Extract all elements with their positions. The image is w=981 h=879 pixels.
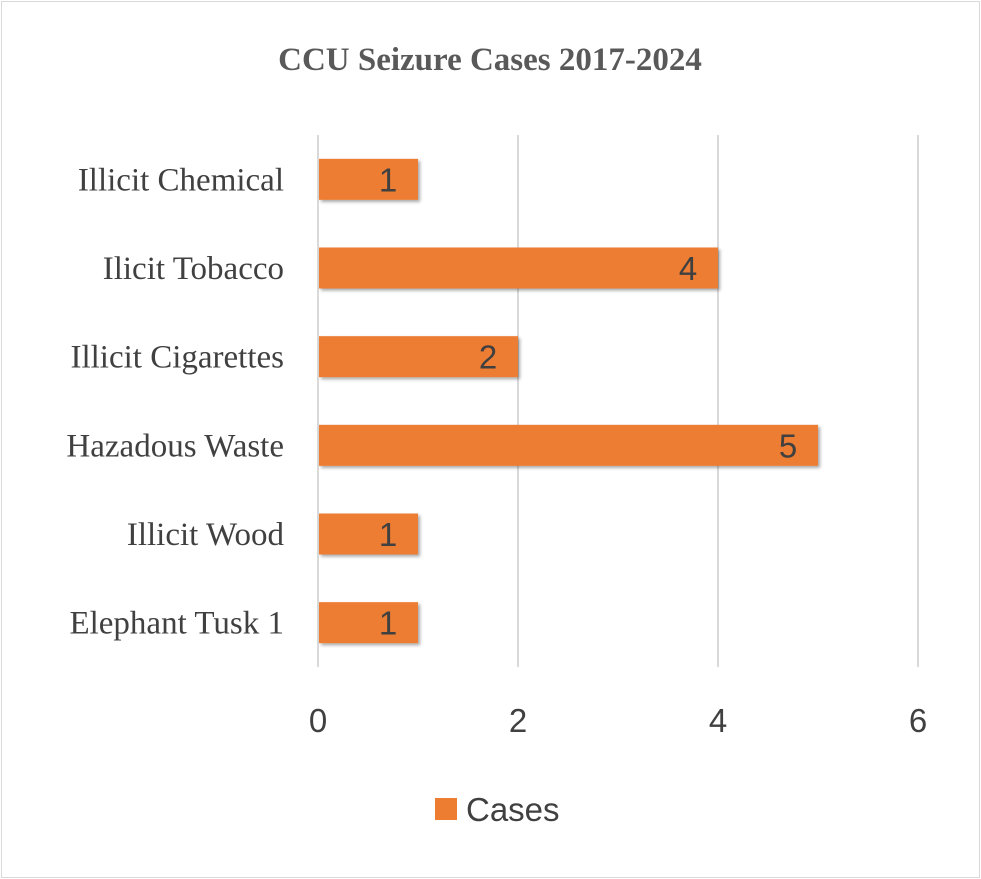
- x-tick-labels: 0 2 4 6: [309, 702, 927, 739]
- data-label-illicit-wood: 1: [379, 516, 397, 553]
- data-label-hazadous-waste: 5: [779, 427, 797, 464]
- legend-label: Cases: [466, 791, 560, 828]
- data-label-elephant-tusk-1: 1: [379, 605, 397, 642]
- category-label-elephant-tusk-1: Elephant Tusk 1: [69, 606, 284, 642]
- x-tick-label-4: 4: [709, 702, 727, 739]
- category-labels: Illicit Chemical Ilicit Tobacco Illicit Ci…: [66, 162, 284, 641]
- data-label-illicit-cigarettes: 2: [479, 339, 497, 376]
- x-tick-label-0: 0: [309, 702, 327, 739]
- data-label-ilicit-tobacco: 4: [679, 250, 697, 287]
- bar-ilicit-tobacco: [319, 247, 718, 289]
- category-label-hazadous-waste: Hazadous Waste: [66, 428, 284, 464]
- legend: Cases: [435, 791, 560, 828]
- bar-illicit-chemical: [319, 158, 418, 200]
- gridlines: [317, 135, 919, 667]
- bar-illicit-cigarettes: [319, 336, 518, 378]
- bar-illicit-wood: [319, 513, 418, 555]
- category-label-ilicit-tobacco: Ilicit Tobacco: [103, 251, 284, 287]
- data-label-illicit-chemical: 1: [379, 161, 397, 198]
- bar-elephant-tusk-1: [319, 602, 418, 644]
- legend-swatch: [435, 798, 457, 820]
- category-label-illicit-cigarettes: Illicit Cigarettes: [70, 340, 284, 376]
- bar-hazadous-waste: [319, 424, 818, 466]
- chart-title: CCU Seizure Cases 2017-2024: [278, 42, 702, 78]
- bars: 1 4 2 5 1 1: [319, 158, 818, 644]
- x-tick-label-6: 6: [909, 702, 927, 739]
- x-tick-label-2: 2: [509, 702, 527, 739]
- category-label-illicit-chemical: Illicit Chemical: [78, 162, 284, 198]
- category-label-illicit-wood: Illicit Wood: [127, 517, 285, 553]
